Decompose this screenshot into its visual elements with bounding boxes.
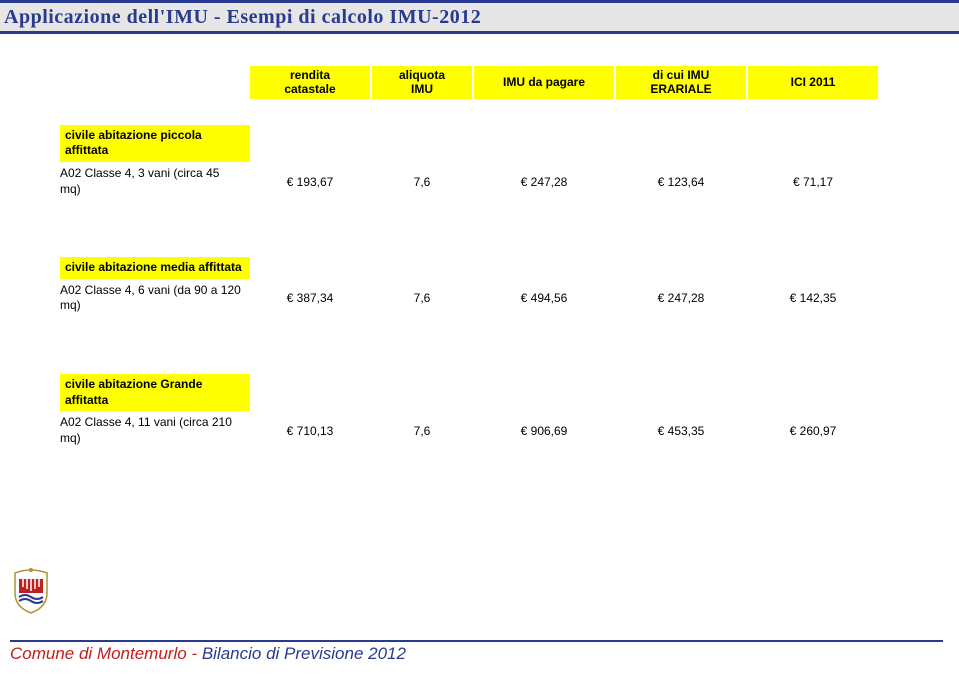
table-header-row: rendita catastale aliquota IMU IMU da pa…: [60, 66, 899, 99]
header-aliquota-l1: aliquota: [376, 68, 468, 82]
row-description: A02 Classe 4, 3 vani (circa 45 mq): [60, 166, 250, 197]
header-spacer: [60, 66, 250, 99]
footer-line: Comune di Montemurlo - Bilancio di Previ…: [10, 640, 943, 664]
header-ici-text: ICI 2011: [752, 75, 874, 89]
cell-c3: € 247,28: [474, 175, 614, 189]
cell-c5: € 71,17: [748, 175, 878, 189]
header-aliquota-l2: IMU: [376, 82, 468, 96]
cell-c2: 7,6: [372, 291, 472, 305]
header-aliquota: aliquota IMU: [372, 66, 472, 99]
header-erariale-l1: di cui IMU: [620, 68, 742, 82]
cell-c4: € 453,35: [616, 424, 746, 438]
cell-c1: € 710,13: [250, 424, 370, 438]
header-erariale: di cui IMU ERARIALE: [616, 66, 746, 99]
header-imu-pagare: IMU da pagare: [474, 66, 614, 99]
header-rendita: rendita catastale: [250, 66, 370, 99]
cell-c1: € 387,34: [250, 291, 370, 305]
table-section: civile abitazione media affittata A02 Cla…: [60, 257, 899, 314]
header-ici: ICI 2011: [748, 66, 878, 99]
section-label: civile abitazione media affittata: [60, 257, 250, 279]
table-row: A02 Classe 4, 3 vani (circa 45 mq)€ 193,…: [60, 166, 899, 197]
table-row: A02 Classe 4, 6 vani (da 90 a 120 mq)€ 3…: [60, 283, 899, 314]
footer-text: Comune di Montemurlo - Bilancio di Previ…: [10, 644, 406, 664]
cell-c4: € 247,28: [616, 291, 746, 305]
table-section: civile abitazione piccola affittata A02 C…: [60, 125, 899, 197]
title-bar: Applicazione dell'IMU - Esempi di calcol…: [0, 0, 959, 34]
cell-c3: € 494,56: [474, 291, 614, 305]
page-title: Applicazione dell'IMU - Esempi di calcol…: [4, 6, 481, 29]
cell-c5: € 142,35: [748, 291, 878, 305]
header-rendita-l1: rendita: [254, 68, 366, 82]
footer: Comune di Montemurlo - Bilancio di Previ…: [0, 587, 959, 664]
cell-c1: € 193,67: [250, 175, 370, 189]
row-description: A02 Classe 4, 11 vani (circa 210 mq): [60, 415, 250, 446]
table-row: A02 Classe 4, 11 vani (circa 210 mq)€ 71…: [60, 415, 899, 446]
row-description: A02 Classe 4, 6 vani (da 90 a 120 mq): [60, 283, 250, 314]
header-imu-pagare-text: IMU da pagare: [478, 75, 610, 89]
section-label: civile abitazione Grande affitatta: [60, 374, 250, 411]
cell-c5: € 260,97: [748, 424, 878, 438]
cell-c4: € 123,64: [616, 175, 746, 189]
header-rendita-l2: catastale: [254, 82, 366, 96]
crest-icon: [10, 567, 52, 615]
cell-c2: 7,6: [372, 175, 472, 189]
footer-comune: Comune di Montemurlo -: [10, 644, 202, 663]
sections-container: civile abitazione piccola affittata A02 C…: [60, 125, 899, 447]
footer-bilancio: Bilancio di Previsione 2012: [202, 644, 406, 663]
cell-c2: 7,6: [372, 424, 472, 438]
cell-c3: € 906,69: [474, 424, 614, 438]
content-area: rendita catastale aliquota IMU IMU da pa…: [0, 34, 959, 446]
table-section: civile abitazione Grande affitatta A02 Cl…: [60, 374, 899, 446]
header-erariale-l2: ERARIALE: [620, 82, 742, 96]
section-label: civile abitazione piccola affittata: [60, 125, 250, 162]
